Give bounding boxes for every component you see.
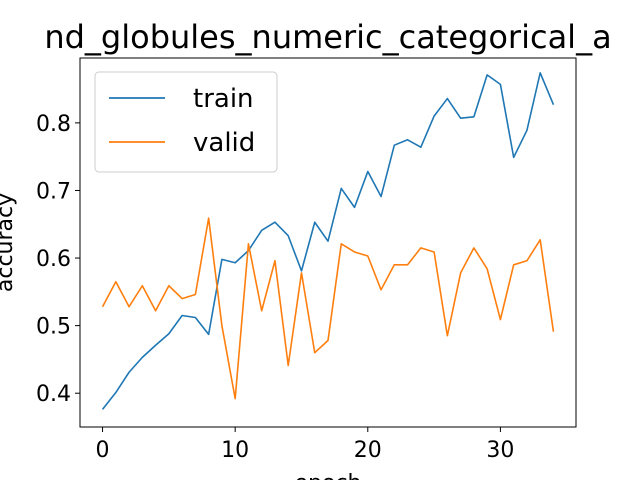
y-axis-label: accuracy bbox=[0, 193, 18, 292]
y-tick-label: 0.6 bbox=[36, 247, 71, 272]
y-tick-label: 0.4 bbox=[36, 382, 71, 407]
series-line-valid bbox=[101, 217, 555, 400]
x-tick-label: 0 bbox=[96, 438, 110, 463]
y-tick-label: 0.7 bbox=[36, 179, 71, 204]
y-tick-label: 0.8 bbox=[36, 112, 71, 137]
series-line-train bbox=[101, 72, 555, 410]
chart-title: nd_globules_numeric_categorical_a bbox=[44, 18, 611, 56]
plot-area: 0 10 20 30 0.4 0.5 0.6 0.7 0.8 bbox=[36, 57, 577, 463]
x-tick-label: 10 bbox=[221, 438, 249, 463]
legend-label-train: train bbox=[193, 84, 254, 114]
legend: train valid bbox=[94, 71, 278, 173]
x-tick-label: 30 bbox=[486, 438, 514, 463]
legend-label-valid: valid bbox=[193, 128, 255, 158]
y-tick-label: 0.5 bbox=[36, 315, 71, 340]
legend-box bbox=[94, 71, 278, 173]
x-axis-label: epoch bbox=[295, 471, 362, 480]
x-tick-label: 20 bbox=[354, 438, 382, 463]
plot-frame bbox=[79, 57, 577, 428]
